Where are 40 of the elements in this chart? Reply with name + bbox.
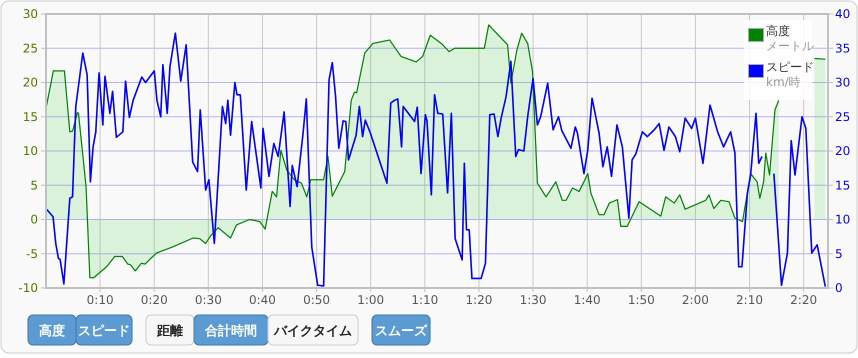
y2-tick-label: 30 <box>835 76 850 90</box>
y-tick-label: 5 <box>30 178 38 192</box>
button: 合計時間 <box>194 314 268 346</box>
x-tick-label: 0:10 <box>86 293 114 307</box>
x-tick-label: 1:20 <box>465 293 492 307</box>
x-tick-label: 1:50 <box>628 293 655 307</box>
x-tick-label: 0:20 <box>140 293 168 307</box>
x-tick-label: 0:30 <box>194 293 222 307</box>
x-tick-label: 2:20 <box>790 293 818 307</box>
x-tick-label: 0:40 <box>248 293 276 307</box>
y-tick-label: 10 <box>22 144 38 158</box>
x-tick-label: 1:00 <box>357 293 384 307</box>
button: 距離 <box>146 314 194 346</box>
y2-tick-label: 0 <box>835 281 843 295</box>
button: 高度 <box>28 314 76 346</box>
y2-tick-label: 25 <box>835 110 850 124</box>
y-tick-label: 30 <box>22 7 38 21</box>
y2-tick-label: 35 <box>835 41 850 56</box>
y-tick-label: -5 <box>26 246 38 261</box>
y2-tick-label: 10 <box>835 212 850 226</box>
y-tick-label: 20 <box>22 76 38 90</box>
y-tick-label: 0 <box>30 212 38 226</box>
y-tick-label: -10 <box>18 281 38 295</box>
x-tick-label: 1:40 <box>574 293 601 307</box>
button: バイクタイム <box>268 314 358 346</box>
legend-label: スピードkm/時 <box>766 60 814 89</box>
x-tick-label: 2:10 <box>736 293 764 307</box>
y2-tick-label: 20 <box>835 144 850 158</box>
button: スピード <box>76 314 132 346</box>
x-tick-label: 1:30 <box>520 293 547 307</box>
x-tick-label: 0:50 <box>303 293 330 307</box>
y2-tick-label: 5 <box>835 246 843 261</box>
y-tick-label: 15 <box>22 110 38 124</box>
button: スムーズ <box>372 314 430 346</box>
x-tick-label: 1:10 <box>411 293 438 307</box>
x-tick-label: 2:00 <box>682 293 709 307</box>
y2-tick-label: 40 <box>835 7 850 21</box>
y-tick-label: 25 <box>22 41 38 56</box>
y2-tick-label: 15 <box>835 178 850 192</box>
legend-label: 高度メートル <box>766 24 814 53</box>
